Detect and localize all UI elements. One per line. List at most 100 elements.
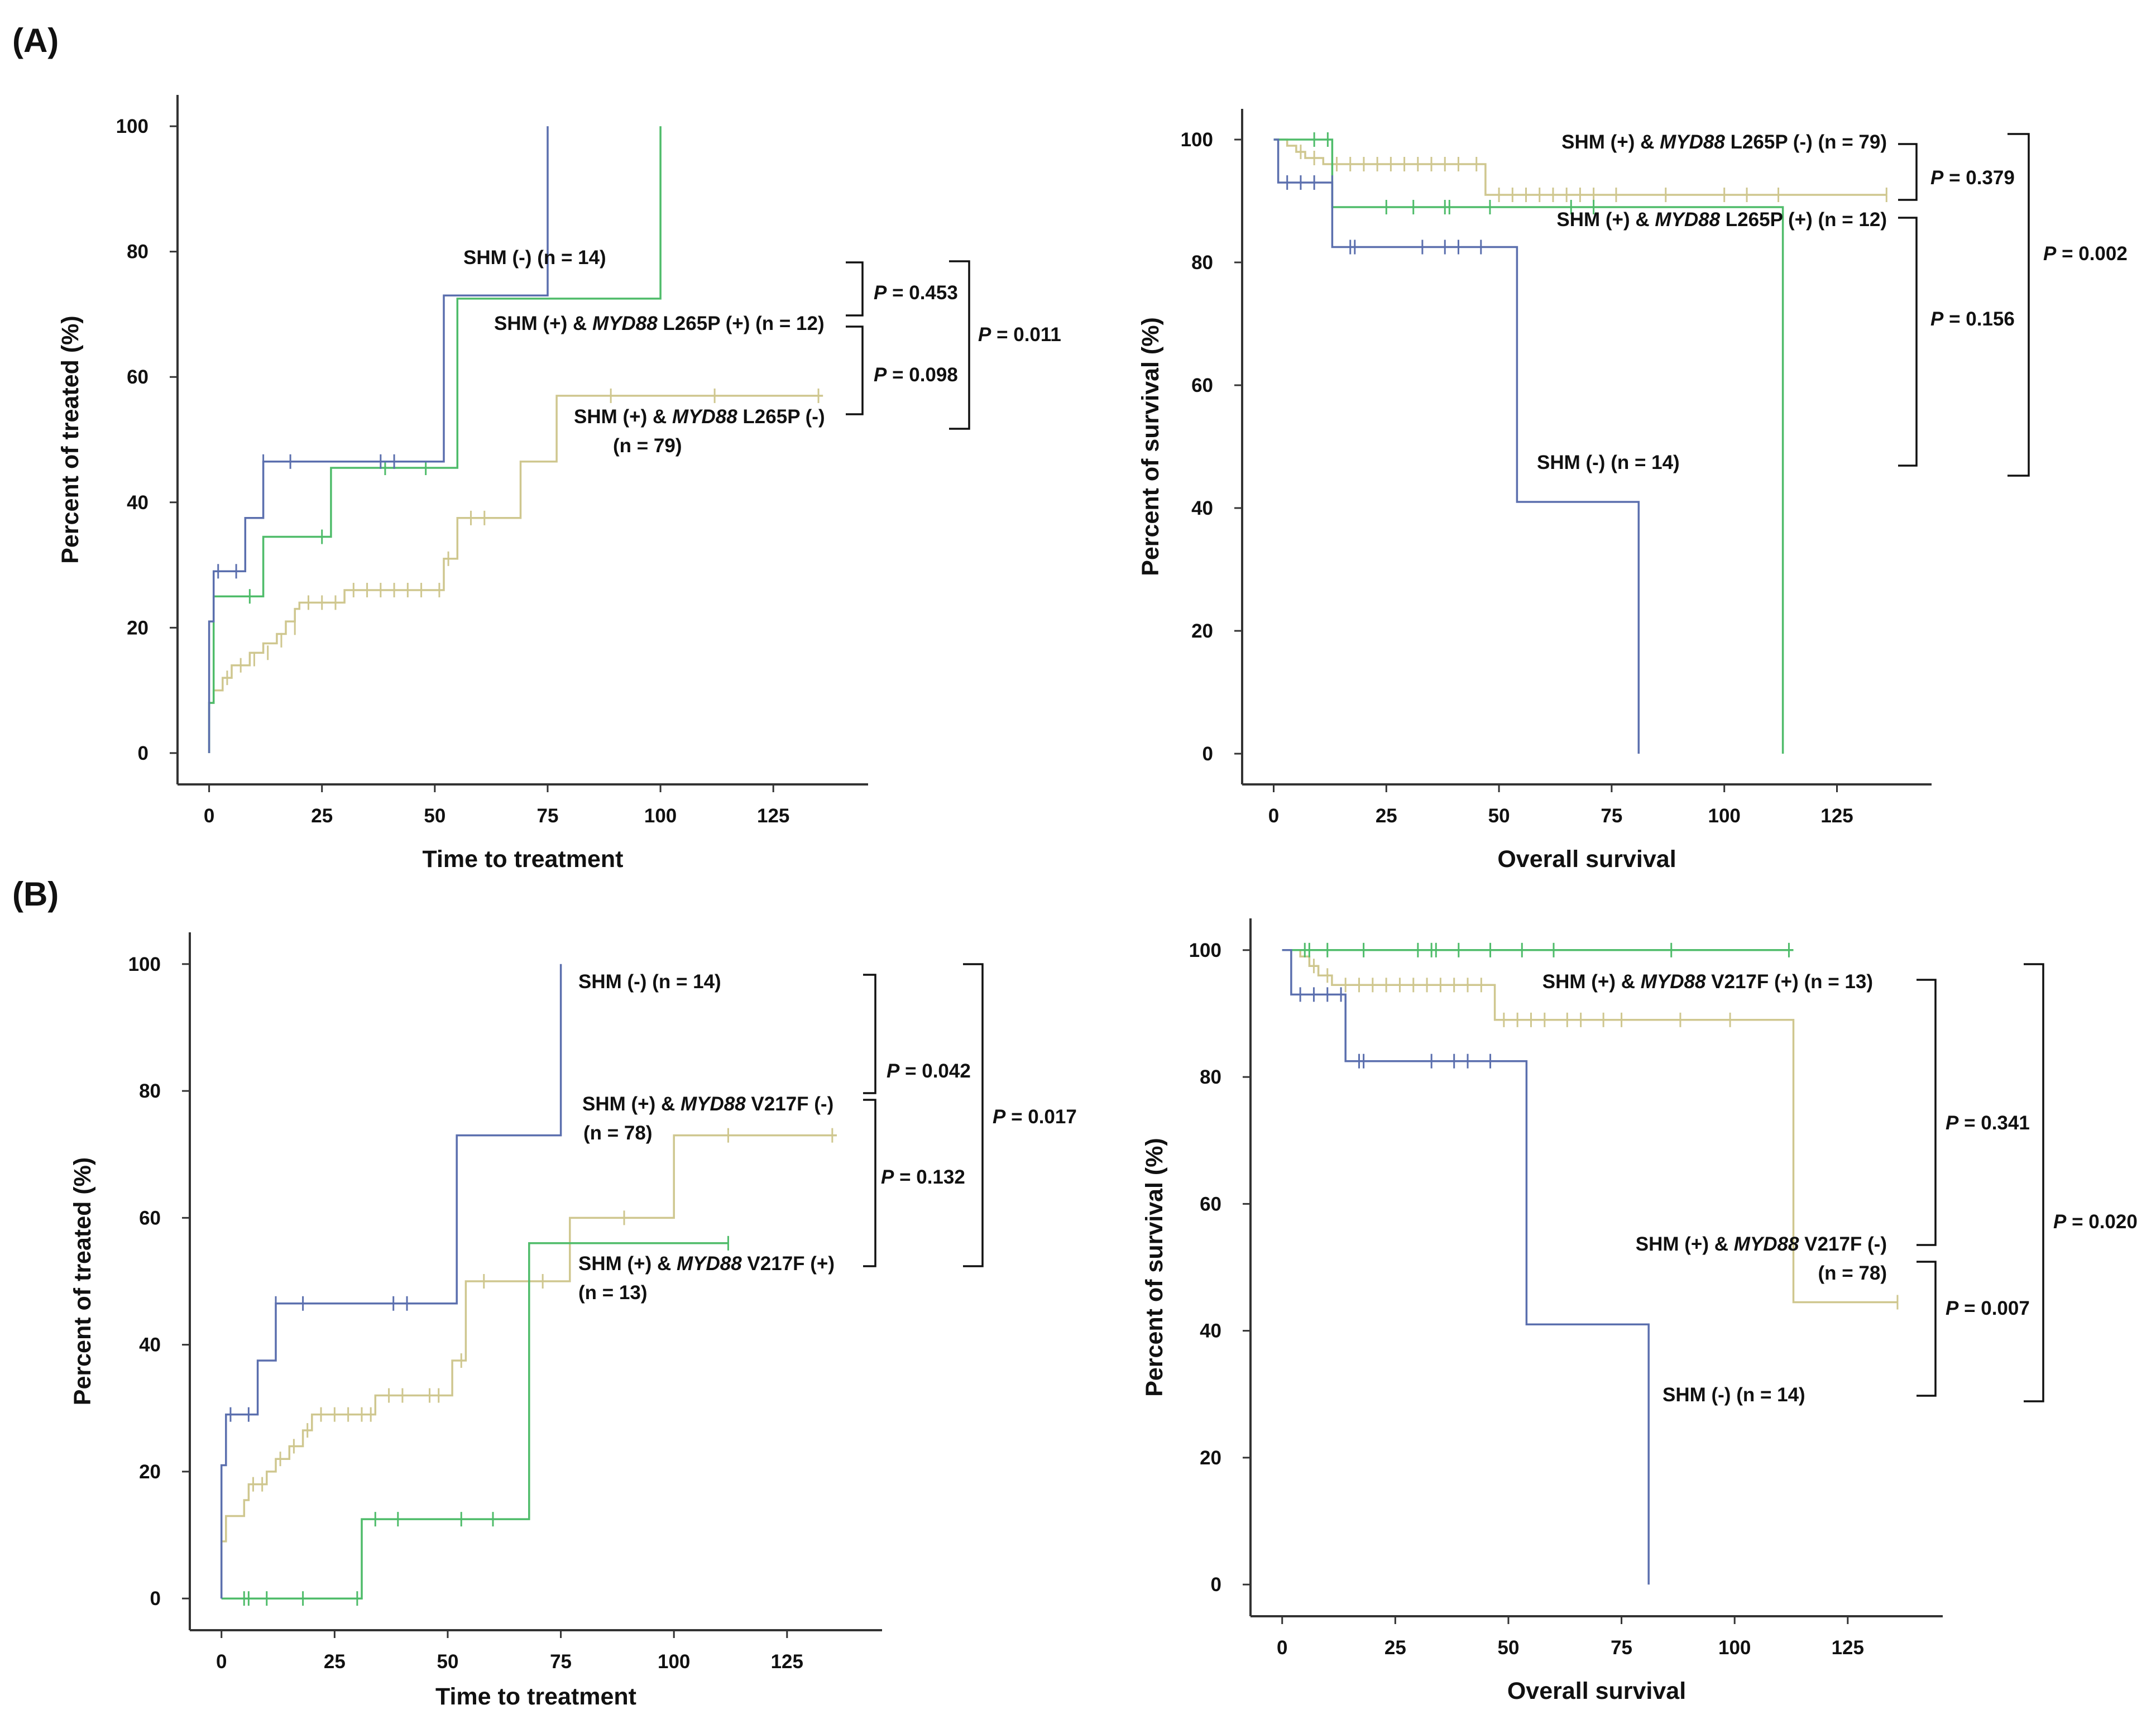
y-tick-label: 40 xyxy=(1191,497,1213,519)
annotation-part: (n = 78) xyxy=(583,1122,653,1144)
annotation-part: SHM (+) & xyxy=(1542,971,1641,993)
series-shm-myd88-l265p-n-79 xyxy=(1273,138,1887,202)
comparison-bracket xyxy=(1898,143,1918,201)
x-tick-label: 0 xyxy=(216,1651,227,1673)
panel-label-a: (A) xyxy=(12,22,59,59)
p-value: P = 0.453 xyxy=(874,282,958,304)
y-tick-label: 0 xyxy=(1202,743,1213,765)
p-value-number: = 0.002 xyxy=(2056,243,2127,265)
p-value: P = 0.042 xyxy=(887,1060,971,1082)
y-tick-label: 60 xyxy=(139,1207,161,1229)
series-shm-myd88-v217f-n-78 xyxy=(1282,949,1899,1310)
p-symbol: P xyxy=(887,1060,900,1082)
x-tick-label: 50 xyxy=(437,1651,458,1673)
p-value: P = 0.011 xyxy=(978,324,1061,346)
x-tick-label: 0 xyxy=(1268,805,1279,827)
series-shm-myd88-v217f-n-78 xyxy=(220,1128,837,1599)
p-value-number: = 0.379 xyxy=(1943,167,2014,189)
chart-b-time-to-treatment: 0 20 40 60 80 100 0 25 50 75 100 125 Time to treatme… xyxy=(69,932,1077,1710)
comparison-bracket xyxy=(2008,133,2030,477)
x-tick-label: 100 xyxy=(658,1651,690,1673)
annotation-part: SHM (+) & xyxy=(1561,131,1660,153)
p-value-number: = 0.020 xyxy=(2066,1211,2137,1233)
series-line xyxy=(208,126,662,753)
p-value: P = 0.017 xyxy=(993,1106,1077,1128)
series-line xyxy=(1273,138,1887,196)
annotation-part: L265P (-) (n = 79) xyxy=(1725,131,1887,153)
y-tick-label: 100 xyxy=(116,116,148,137)
series-annotation: SHM (+) & MYD88 L265P (-) (n = 79) xyxy=(1561,131,1887,153)
annotation-part: MYD88 xyxy=(1641,971,1706,993)
p-value: P = 0.341 xyxy=(1946,1112,2030,1134)
x-axis-title: Overall survival xyxy=(1497,846,1676,873)
series-line xyxy=(220,1134,837,1599)
p-symbol: P xyxy=(1946,1297,1959,1319)
series-annotation: SHM (-) (n = 14) xyxy=(1537,452,1680,473)
x-tick-label: 0 xyxy=(1277,1637,1287,1659)
annotation-part: SHM (+) & xyxy=(494,313,592,334)
series-annotation: SHM (+) & MYD88 V217F (-) xyxy=(1636,1233,1887,1255)
chart-a-overall-survival: 0 20 40 60 80 100 0 25 50 75 100 125 Overall surviva… xyxy=(1137,109,2128,873)
x-tick-label: 125 xyxy=(757,805,789,827)
chart-a-time-to-treatment: 0 20 40 60 80 100 0 25 50 75 100 125 Time to treatme… xyxy=(57,95,1061,873)
series-annotation: SHM (+) & MYD88 L265P (-) xyxy=(574,406,825,428)
y-axis-title: Percent of survival (%) xyxy=(1141,1138,1168,1397)
x-tick-label: 50 xyxy=(1497,1637,1519,1659)
series-line xyxy=(1273,138,1640,754)
annotation-part: (n = 79) xyxy=(613,435,682,457)
annotation-part: SHM (-) (n = 14) xyxy=(578,971,721,993)
series-annotation: (n = 78) xyxy=(1818,1262,1887,1284)
series-line xyxy=(208,126,549,753)
p-symbol: P xyxy=(874,364,887,386)
p-symbol: P xyxy=(874,282,887,304)
y-tick-label: 80 xyxy=(1200,1066,1221,1088)
series-shm-n-14 xyxy=(1273,138,1640,754)
series-shm-myd88-v217f-n-13 xyxy=(221,1235,729,1606)
p-symbol: P xyxy=(2043,243,2057,265)
annotation-part: V217F (+) (n = 13) xyxy=(1705,971,1873,993)
annotation-part: V217F (-) xyxy=(1799,1233,1887,1255)
annotation-part: SHM (+) & xyxy=(582,1093,681,1115)
y-tick-label: 80 xyxy=(139,1080,161,1102)
x-tick-label: 100 xyxy=(644,805,677,827)
x-tick-label: 100 xyxy=(1718,1637,1751,1659)
series-annotation: SHM (+) & MYD88 V217F (-) xyxy=(582,1093,833,1115)
series-annotation: (n = 78) xyxy=(583,1122,653,1144)
annotation-part: MYD88 xyxy=(1655,209,1720,231)
x-tick-label: 25 xyxy=(1376,805,1397,827)
x-tick-label: 75 xyxy=(536,805,558,827)
x-axis-title: Time to treatment xyxy=(423,846,624,873)
comparison-bracket xyxy=(846,261,864,317)
p-value-number: = 0.042 xyxy=(899,1060,970,1082)
p-value-number: = 0.098 xyxy=(887,364,957,386)
x-tick-label: 75 xyxy=(550,1651,572,1673)
x-tick-label: 50 xyxy=(1488,805,1510,827)
y-tick-label: 100 xyxy=(1189,940,1221,961)
series-line xyxy=(1273,138,1784,754)
series-line xyxy=(1282,949,1898,1304)
comparison-bracket xyxy=(949,260,970,430)
p-value: P = 0.156 xyxy=(1930,308,2015,330)
annotation-part: V217F (-) xyxy=(746,1093,834,1115)
annotation-part: SHM (+) & xyxy=(574,406,672,428)
y-tick-label: 60 xyxy=(127,366,148,388)
p-value: P = 0.379 xyxy=(1930,167,2015,189)
x-tick-label: 125 xyxy=(1832,1637,1864,1659)
y-tick-label: 40 xyxy=(127,492,148,514)
series-shm-n-14 xyxy=(220,964,562,1599)
comparison-bracket xyxy=(1898,217,1918,467)
series-annotation: SHM (+) & MYD88 L265P (+) (n = 12) xyxy=(1556,209,1887,231)
x-tick-label: 50 xyxy=(424,805,445,827)
p-symbol: P xyxy=(881,1166,894,1188)
annotation-part: V217F (+) xyxy=(742,1253,835,1275)
y-tick-label: 0 xyxy=(138,743,148,764)
p-value-number: = 0.132 xyxy=(894,1166,965,1188)
series-line xyxy=(221,1242,729,1600)
y-tick-label: 20 xyxy=(1191,620,1213,642)
series-shm-myd88-l265p-n-79 xyxy=(208,388,823,753)
p-symbol: P xyxy=(1930,167,1944,189)
annotation-part: L265P (-) xyxy=(737,406,825,428)
x-tick-label: 75 xyxy=(1611,1637,1632,1659)
p-symbol: P xyxy=(978,324,991,346)
comparison-bracket xyxy=(2024,963,2044,1402)
